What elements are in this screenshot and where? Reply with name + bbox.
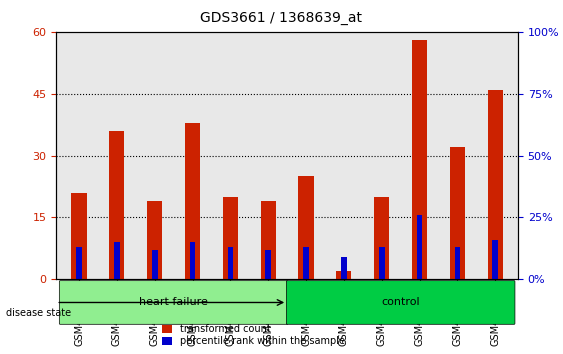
Bar (450, 147, 465, 279)
Bar (261, 201, 276, 279)
Bar (303, 247, 309, 279)
Bar (265, 250, 271, 279)
Text: control: control (381, 297, 420, 308)
Bar (190, 242, 195, 279)
Bar (109, 131, 124, 279)
Bar (227, 247, 233, 279)
Bar (374, 197, 389, 279)
Text: GDS3661 / 1368639_at: GDS3661 / 1368639_at (200, 11, 363, 25)
Bar (488, 90, 503, 279)
Text: disease state: disease state (6, 308, 71, 318)
Bar (223, 197, 238, 279)
Bar (114, 242, 120, 279)
FancyBboxPatch shape (59, 281, 288, 324)
Bar (417, 215, 422, 279)
Bar (336, 271, 351, 279)
Bar (152, 250, 158, 279)
Bar (454, 247, 461, 279)
Text: heart failure: heart failure (139, 297, 208, 308)
FancyBboxPatch shape (287, 281, 515, 324)
Bar (147, 201, 162, 279)
Legend: transformed count, percentile rank within the sample: transformed count, percentile rank withi… (159, 321, 347, 349)
Bar (298, 176, 314, 279)
Bar (185, 122, 200, 279)
Bar (76, 247, 82, 279)
Bar (412, 40, 427, 279)
Bar (72, 193, 87, 279)
Bar (379, 247, 385, 279)
Bar (493, 240, 498, 279)
Bar (341, 257, 347, 279)
